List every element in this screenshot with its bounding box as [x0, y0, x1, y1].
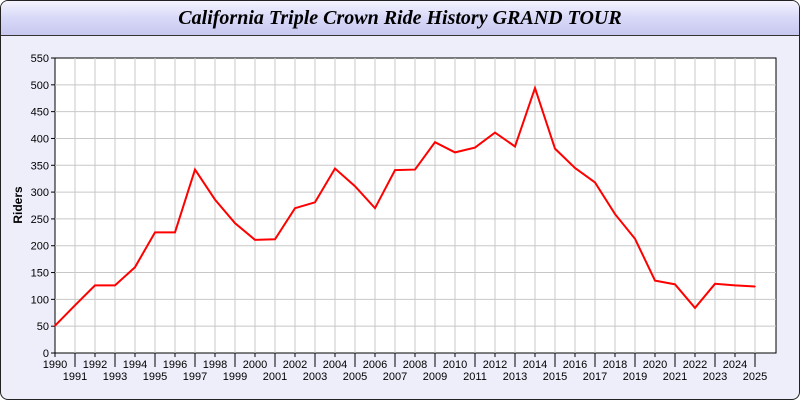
x-tick-label: 2019	[623, 371, 647, 383]
data-point	[314, 201, 316, 204]
x-tick-label: 2006	[363, 359, 387, 371]
x-tick-label: 2017	[583, 371, 607, 383]
x-tick-label: 2007	[383, 371, 407, 383]
grid	[55, 58, 776, 353]
data-point	[434, 141, 436, 144]
x-tick-label: 2011	[463, 371, 487, 383]
x-tick-label: 1991	[63, 371, 87, 383]
data-point	[254, 239, 256, 241]
data-point	[594, 181, 596, 184]
x-tick-label: 2024	[723, 359, 747, 371]
x-tick-label: 1993	[103, 371, 127, 383]
x-tick-label: 2013	[503, 371, 527, 383]
y-axis-label: Riders	[11, 186, 25, 224]
title-bar: California Triple Crown Ride History GRA…	[1, 1, 799, 36]
data-point	[154, 231, 156, 234]
y-tick-label: 350	[31, 160, 49, 172]
x-tick-label: 2014	[523, 359, 547, 371]
data-point	[94, 284, 96, 287]
x-tick-label: 2010	[443, 359, 467, 371]
x-tick-label: 2018	[603, 359, 627, 371]
x-tick-label: 2008	[403, 359, 427, 371]
x-tick-label: 2025	[743, 371, 767, 383]
y-tick-label: 50	[37, 321, 49, 333]
data-point	[514, 145, 516, 148]
x-tick-label: 1999	[223, 371, 247, 383]
data-point	[554, 147, 556, 150]
data-point	[474, 146, 476, 149]
x-tick-label: 2012	[483, 359, 507, 371]
x-tick-label: 1997	[183, 371, 207, 383]
x-tick-label: 1992	[83, 359, 107, 371]
y-tick-label: 250	[31, 214, 49, 226]
x-tick-label: 2005	[343, 371, 367, 383]
series-riders	[54, 84, 756, 327]
y-tick-label: 0	[43, 348, 49, 360]
x-tick-label: 2000	[243, 359, 267, 371]
data-point	[754, 285, 756, 288]
data-point	[574, 167, 576, 169]
y-tick-label: 500	[31, 80, 49, 92]
data-point	[734, 284, 736, 287]
data-point	[174, 231, 176, 234]
x-tick-label: 2015	[543, 371, 567, 383]
x-tick-label: 2009	[423, 371, 447, 383]
x-tick-label: 1995	[143, 371, 167, 383]
x-tick-label: 2004	[323, 359, 347, 371]
chart-title: California Triple Crown Ride History GRA…	[178, 7, 622, 29]
data-point	[374, 207, 376, 209]
data-point	[74, 304, 76, 307]
x-tick-label: 1994	[123, 359, 147, 371]
y-tick-label: 450	[31, 107, 49, 119]
data-point	[214, 198, 216, 201]
x-tick-label: 2001	[263, 371, 287, 383]
y-tick-label: 400	[31, 133, 49, 145]
data-point	[234, 222, 236, 224]
data-point	[354, 185, 356, 187]
data-point	[54, 324, 56, 327]
data-point	[494, 131, 496, 134]
data-point	[614, 213, 616, 215]
x-tick-label: 2020	[643, 359, 667, 371]
data-point	[634, 237, 636, 240]
data-point	[694, 307, 696, 309]
y-tick-label: 300	[31, 187, 49, 199]
x-tick-label: 1998	[203, 359, 227, 371]
y-tick-label: 150	[31, 268, 49, 280]
y-tick-label: 550	[31, 53, 49, 65]
x-tick-label: 1996	[163, 359, 187, 371]
data-point	[534, 87, 536, 89]
x-tick-label: 1990	[43, 359, 67, 371]
data-point	[454, 151, 456, 154]
x-tick-label: 2021	[663, 371, 687, 383]
x-axis: 1990199119921993199419951996199719981999…	[43, 353, 767, 383]
data-point	[114, 284, 116, 287]
data-point	[394, 169, 396, 171]
x-tick-label: 2022	[683, 359, 707, 371]
data-point	[134, 266, 136, 268]
data-point	[714, 283, 716, 285]
data-point	[274, 238, 276, 241]
y-tick-label: 200	[31, 241, 49, 253]
y-axis: 0 50 100 150 200 250 300 350 400 450 500 550	[31, 53, 55, 360]
series-line	[54, 84, 756, 327]
x-tick-label: 2023	[703, 371, 727, 383]
x-tick-label: 2016	[563, 359, 587, 371]
data-point	[414, 168, 416, 171]
y-tick-label: 100	[31, 294, 49, 306]
data-point	[334, 167, 336, 170]
data-point	[654, 279, 656, 282]
x-tick-label: 2002	[283, 359, 307, 371]
data-point	[294, 207, 296, 209]
data-point	[194, 168, 196, 171]
x-tick-label: 2003	[303, 371, 327, 383]
data-point	[674, 283, 676, 286]
